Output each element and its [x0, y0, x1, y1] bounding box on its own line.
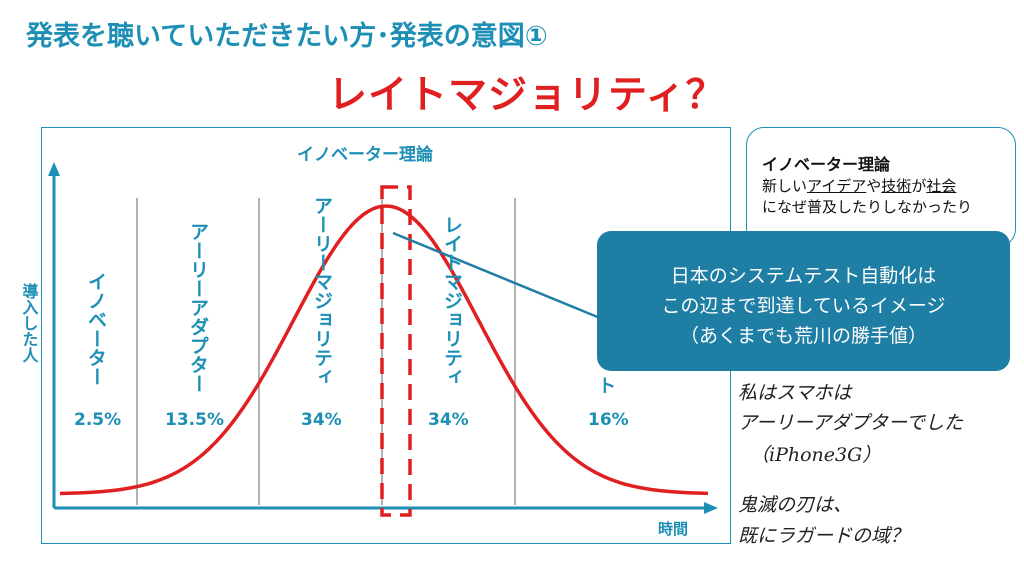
note-text-part: が [911, 177, 927, 195]
note-text-part: 新しい [762, 177, 808, 195]
segment-label-1: イノベーター [85, 272, 107, 386]
handwritten-line-4: 鬼滅の刃は、 [738, 494, 853, 516]
x-axis-arrow [704, 502, 718, 514]
note-text-underlined: 技術 [881, 177, 912, 195]
note-text-underlined: アイデア [807, 177, 867, 195]
segment-label-2: アーリーアダプター [187, 222, 209, 393]
note-text-part: や [866, 177, 882, 195]
callout-box: 日本のシステムテスト自動化は この辺まで到達しているイメージ （あくまでも荒川の… [597, 231, 1010, 371]
handwritten-line-2: アーリーアダプターでした [738, 412, 963, 434]
x-axis-label: 時間 [658, 520, 688, 538]
note-title: イノベーター理論 [762, 155, 891, 174]
note-text: 新しいアイデアや技術が社会 になぜ普及したりしなかったり [762, 176, 1007, 218]
segment-label-4: レイトマジョリティ [441, 215, 463, 386]
callout-line-3: （あくまでも荒川の勝手値） [679, 325, 927, 347]
bell-curve [59, 204, 709, 496]
note-text-line2: になぜ普及したりしなかったり [762, 198, 973, 216]
segment-percent-5: 16% [588, 410, 629, 430]
segment-percent-4: 34% [428, 410, 469, 430]
chart-heading: イノベーター理論 [297, 144, 434, 165]
handwritten-line-5: 既にラガードの域？ [738, 525, 910, 547]
callout-line-1: 日本のシステムテスト自動化は [670, 265, 937, 287]
note-box [746, 127, 1016, 247]
page-title: 発表を聴いていただきたい方･発表の意図① [26, 21, 548, 52]
handwritten-line-3: （iPhone3G） [750, 444, 882, 466]
highlight-box [380, 185, 412, 517]
callout-pointer [392, 231, 601, 320]
handwritten-line-1: 私はスマホは [738, 382, 852, 404]
y-axis-label: 導入した人 [20, 282, 39, 363]
y-axis-arrow [48, 162, 60, 176]
segment-peek-text: ト [598, 376, 616, 397]
segment-percent-3: 34% [301, 410, 342, 430]
segment-label-3: アーリーマジョリティ [311, 196, 333, 386]
page-subtitle: レイトマジョリティ？ [328, 73, 726, 118]
note-text-underlined: 社会 [926, 177, 957, 195]
callout-line-2: この辺まで到達しているイメージ [661, 295, 946, 317]
segment-percent-1: 2.5% [74, 410, 121, 430]
segment-percent-2: 13.5% [165, 410, 224, 430]
